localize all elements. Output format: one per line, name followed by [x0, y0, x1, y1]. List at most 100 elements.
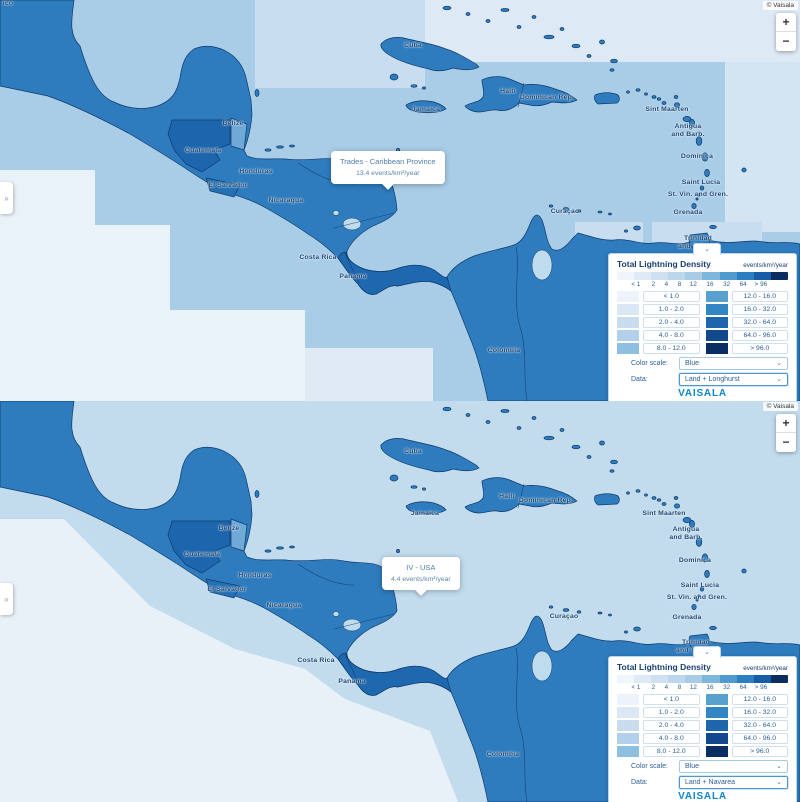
legend-range-label: 8.0 - 12.0: [643, 746, 700, 757]
legend-swatch: [705, 304, 728, 315]
colorbar-segment: [668, 675, 686, 683]
legend-row: 8.0 - 12.0: [617, 746, 700, 757]
colorbar-tick-label: 2: [651, 281, 656, 288]
legend-range-label: 32.0 - 64.0: [731, 720, 788, 731]
chevron-down-icon: ⌄: [776, 360, 782, 367]
legend-colorbar: [617, 675, 788, 683]
legend-swatch: [705, 330, 728, 341]
data-source-select[interactable]: Land + Navarea ⌄: [679, 776, 788, 789]
legend-row: < 1.0: [617, 291, 700, 302]
color-scale-select[interactable]: Blue ⌄: [679, 760, 788, 773]
legend-units: events/km²/year: [743, 665, 788, 672]
legend-collapse-tab[interactable]: ⌄: [693, 243, 721, 255]
zoom-controls: + −: [776, 414, 796, 452]
colorbar-segment: [668, 272, 686, 280]
colorbar-segment: [685, 675, 703, 683]
legend-units: events/km²/year: [743, 262, 788, 269]
legend-range-label: < 1.0: [643, 694, 700, 705]
legend-range-label: 12.0 - 16.0: [731, 291, 788, 302]
tooltip-value: 13.4 events/km²/year: [356, 170, 420, 177]
legend-range-label: 2.0 - 4.0: [643, 317, 700, 328]
chevron-right-icon: »: [4, 594, 9, 604]
legend-range-label: 64.0 - 96.0: [731, 733, 788, 744]
colorbar-segment: [702, 675, 720, 683]
lightning-density-legend: ⌄ Total Lightning Density events/km²/yea…: [608, 243, 797, 401]
colorbar-tick-label: 2: [651, 684, 656, 691]
ocean-province-regions: [0, 519, 458, 802]
colorbar-segment: [651, 675, 669, 683]
colorbar-tick-label: 4: [664, 684, 669, 691]
legend-row: 1.0 - 2.0: [617, 707, 700, 718]
sidebar-expand-tab[interactable]: »: [0, 182, 13, 214]
colorbar-tick-label: > 96: [754, 684, 768, 691]
colorbar-segment: [702, 272, 720, 280]
color-scale-select[interactable]: Blue ⌄: [679, 357, 788, 370]
legend-swatch: [617, 330, 639, 341]
color-scale-value: Blue: [685, 763, 700, 770]
colorbar-tick-label: 8: [677, 281, 682, 288]
attribution[interactable]: © Vaisala: [762, 1, 798, 10]
colorbar-segment: [719, 675, 737, 683]
colorbar-tick-label: 32: [723, 684, 731, 691]
legend-swatch: [705, 746, 728, 757]
legend-range-label: > 96.0: [731, 343, 788, 354]
legend-swatch: [705, 343, 728, 354]
legend-collapse-tab[interactable]: ⌄: [693, 646, 721, 658]
colorbar-tick-label: 32: [723, 281, 731, 288]
legend-swatch: [705, 291, 728, 302]
zoom-out-button[interactable]: −: [776, 32, 796, 51]
zoom-in-button[interactable]: +: [776, 414, 796, 433]
legend-range-label: 16.0 - 32.0: [731, 304, 788, 315]
legend-swatch: [617, 317, 639, 328]
colorbar-segment: [753, 675, 771, 683]
colorbar-tick-label: < 1: [631, 281, 641, 288]
legend-swatch: [617, 291, 639, 302]
colorbar-segment: [770, 675, 788, 683]
color-scale-value: Blue: [685, 360, 700, 367]
colorbar-tick-label: 16: [706, 684, 714, 691]
legend-row: 64.0 - 96.0: [705, 733, 788, 744]
legend-row: 4.0 - 8.0: [617, 733, 700, 744]
data-source-value: Land + Longhurst: [685, 376, 740, 383]
legend-title: Total Lightning Density: [617, 259, 711, 269]
sidebar-expand-tab[interactable]: »: [0, 583, 13, 615]
colorbar-segment: [634, 675, 652, 683]
legend-row: 16.0 - 32.0: [705, 707, 788, 718]
legend-range-label: > 96.0: [731, 746, 788, 757]
color-scale-label: Color scale:: [631, 360, 668, 367]
data-source-label: Data:: [631, 376, 648, 383]
data-source-value: Land + Navarea: [685, 779, 736, 786]
map-canvas[interactable]: [0, 0, 800, 401]
legend-swatch: [617, 746, 639, 757]
legend-row: 2.0 - 4.0: [617, 720, 700, 731]
legend-row: 32.0 - 64.0: [705, 317, 788, 328]
colorbar-tick-label: 64: [739, 281, 747, 288]
chevron-down-icon: ⌄: [704, 649, 710, 656]
legend-swatch: [705, 694, 728, 705]
legend-swatch: [617, 720, 639, 731]
attribution[interactable]: © Vaisala: [762, 402, 798, 411]
colorbar-segment: [770, 272, 788, 280]
zoom-in-button[interactable]: +: [776, 13, 796, 32]
colorbar-segment: [753, 272, 771, 280]
colorbar-tick-label: 4: [664, 281, 669, 288]
legend-range-label: 4.0 - 8.0: [643, 330, 700, 341]
chevron-right-icon: »: [4, 193, 9, 203]
legend-swatch: [705, 707, 728, 718]
map-tooltip: IV - USA 4.4 events/km²/year: [382, 557, 460, 590]
legend-row: 64.0 - 96.0: [705, 330, 788, 341]
colorbar-tick-label: 12: [689, 684, 697, 691]
legend-swatch: [705, 733, 728, 744]
data-source-select[interactable]: Land + Longhurst ⌄: [679, 373, 788, 386]
legend-row: 12.0 - 16.0: [705, 291, 788, 302]
zoom-out-button[interactable]: −: [776, 433, 796, 452]
legend-range-label: 1.0 - 2.0: [643, 707, 700, 718]
tooltip-title: IV - USA: [406, 563, 436, 572]
legend-range-label: 2.0 - 4.0: [643, 720, 700, 731]
colorbar-segment: [617, 675, 635, 683]
colorbar-segment: [736, 272, 754, 280]
legend-range-label: 12.0 - 16.0: [731, 694, 788, 705]
legend-ranges: < 1.0 1.0 - 2.0 2.0 - 4.0 4.0 - 8.0 8.0 - 12…: [617, 291, 788, 354]
colorbar-segment: [719, 272, 737, 280]
map-panel-bottom: Cuba Jamaica Haiti Dominican Rep. Belize Guat…: [0, 401, 800, 802]
